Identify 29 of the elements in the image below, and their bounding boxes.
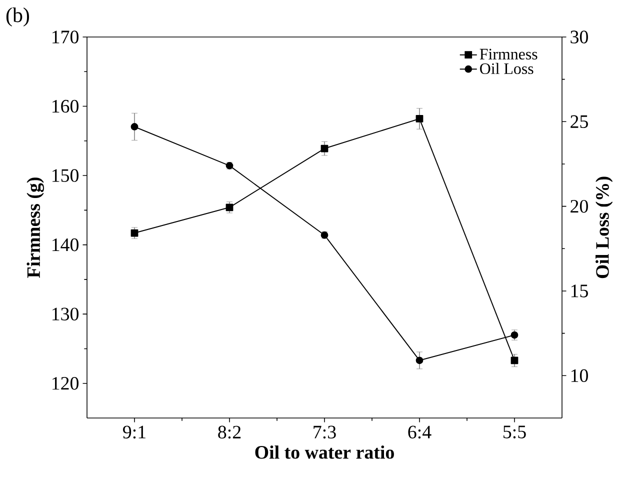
y-tick-label: 150 [52, 169, 79, 182]
point [320, 144, 328, 152]
point [416, 356, 424, 364]
y2-tick-label: 10 [571, 369, 588, 382]
x-tick-label: 6:4 [408, 426, 432, 439]
text: (b) [6, 8, 30, 26]
legend-label: Firmness [480, 48, 538, 60]
point [226, 204, 234, 212]
legend-label: Oil Loss [480, 62, 534, 74]
x-axis-title: Oil to water ratio [255, 445, 394, 459]
y-tick-label: 130 [52, 308, 79, 320]
point [130, 229, 138, 237]
point [416, 115, 424, 122]
y2-axis-title: Oil Loss (%) [596, 176, 613, 278]
y2-tick-label: 30 [570, 30, 588, 44]
point [510, 356, 518, 364]
x-tick-label: 9:1 [123, 426, 146, 439]
y2-tick-label: 20 [570, 200, 588, 213]
x-tick-label: 5:5 [504, 426, 526, 438]
point [130, 123, 138, 130]
y-tick-label: 120 [52, 376, 79, 390]
y-tick-label: 160 [52, 100, 79, 113]
x-tick-label: 8:2 [218, 426, 241, 439]
y-axis-title: Firmness (g) [26, 178, 44, 278]
y2-tick-label: 25 [570, 115, 588, 128]
x-tick-label: 7:3 [314, 426, 336, 439]
y-tick-label: 170 [52, 30, 79, 44]
y2-tick-label: 15 [571, 284, 588, 298]
y-tick-label: 140 [52, 238, 79, 252]
